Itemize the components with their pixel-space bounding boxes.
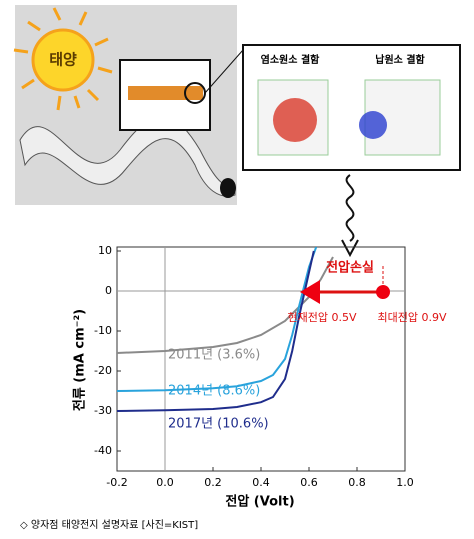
loss-arrow-head [300,280,320,304]
sun-label: 태양 [49,51,77,69]
plot-frame [116,246,406,472]
annotation: 최대전압 0.9V [378,311,447,324]
y-tick-label: -40 [94,444,112,457]
x-tick-label: 1.0 [396,476,414,489]
x-tick-label: 0.8 [348,476,366,489]
x-tick-label: 0.0 [156,476,174,489]
arrow-head [341,239,359,258]
x-tick-label: -0.2 [106,476,127,489]
y-tick-label: -30 [94,404,112,417]
series-label: 2017년 (10.6%) [168,417,269,432]
film-roll [220,178,236,198]
zoom-line [204,49,244,94]
sun-disc [31,28,95,92]
series-label: 2014년 (8.6%) [168,384,260,399]
x-tick-label: 0.6 [300,476,318,489]
defect-blob [273,98,317,142]
y-tick-label: -10 [94,324,112,337]
annotation: 현재전압 0.5V [288,311,357,324]
film-layer [128,86,203,100]
x-tick-label: 0.2 [204,476,222,489]
defect-blob [359,111,387,139]
curve [117,256,334,354]
x-axis-label: 전압 (Volt) [225,494,294,510]
y-tick-label: -20 [94,364,112,377]
y-tick-label: 0 [105,284,112,297]
sun [13,7,113,111]
y-axis-label: 전류 (mA cm⁻²) [72,309,88,411]
curve [117,250,315,412]
caption: ◇ 양자점 태양전지 설명자료 [사진=KIST] [20,519,198,531]
annotation: 전압손실 [326,260,374,276]
arrow [345,174,355,242]
x-tick-label: 0.4 [252,476,270,489]
series-label: 2011년 (3.6%) [168,348,260,363]
max-voltage-dot [376,285,390,299]
defect-label: 납원소 결함 [375,53,425,66]
y-tick-label: 10 [98,244,112,257]
defect-label: 염소원소 결함 [261,53,320,66]
